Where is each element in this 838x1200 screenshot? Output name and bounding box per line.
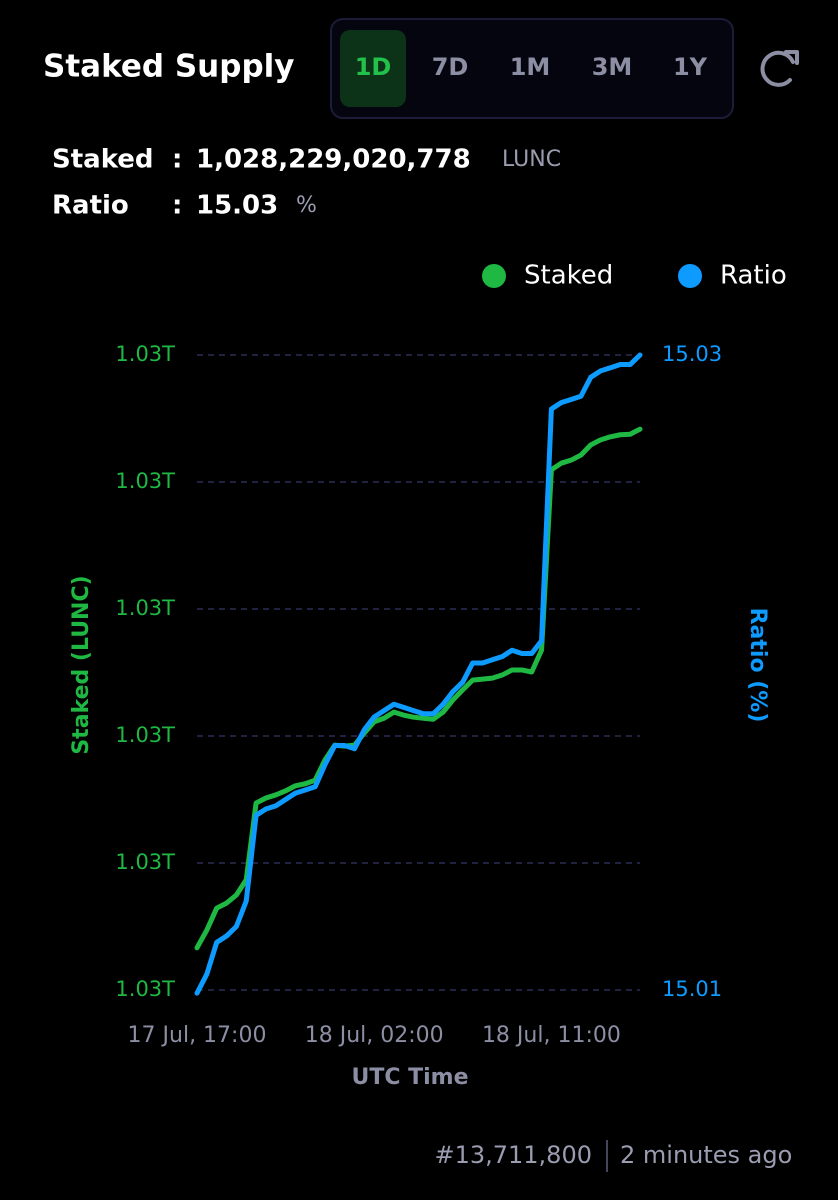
legend-item: Ratio [678, 261, 787, 291]
refresh-icon [760, 50, 795, 87]
x-tick-label: 18 Jul, 11:00 [482, 1023, 621, 1048]
y2-tick-label: 15.03 [662, 342, 722, 366]
x-tick-label: 18 Jul, 02:00 [305, 1023, 444, 1048]
tab[interactable]: 7D [432, 53, 469, 81]
y-tick-label: 1.03T [115, 850, 175, 874]
tab-label: 1D [355, 53, 392, 81]
y-tick-label: 1.03T [115, 723, 175, 747]
y-axis-title: Staked (LUNC) [69, 575, 94, 754]
stat-sep: : [172, 145, 182, 175]
legend-swatch [482, 264, 506, 288]
tab-active-bg [340, 30, 406, 107]
y-tick-label: 1.03T [115, 977, 175, 1001]
refresh-button[interactable] [760, 50, 799, 87]
tab-label: 7D [432, 53, 469, 81]
tab[interactable]: 1D [340, 30, 406, 107]
data-line [194, 352, 643, 996]
x-tick-label: 17 Jul, 17:00 [128, 1023, 267, 1048]
y-tick-label: 1.03T [115, 342, 175, 366]
stat-label: Ratio [52, 191, 129, 221]
x-axis-title: UTC Time [351, 1065, 468, 1090]
legend-label: Staked [524, 261, 613, 291]
stat-value: 1,028,229,020,778 [196, 145, 471, 175]
stat-label: Staked [52, 145, 154, 175]
tab-group [330, 18, 734, 119]
tab[interactable]: 1Y [673, 53, 708, 81]
stat-unit: % [296, 193, 317, 218]
legend-label: Ratio [720, 261, 787, 291]
updated-time: 2 minutes ago [620, 1141, 792, 1169]
refresh-arrow [784, 50, 799, 65]
y2-tick-label: 15.01 [662, 977, 722, 1001]
y-tick-label: 1.03T [115, 596, 175, 620]
data-line [194, 426, 643, 951]
stat-unit: LUNC [502, 147, 561, 172]
legend-swatch [678, 264, 702, 288]
legend-item: Staked [482, 261, 613, 291]
block-height: #13,711,800 [434, 1141, 592, 1169]
tab-label: 3M [592, 53, 633, 81]
stat-value: 15.03 [196, 191, 278, 221]
panel-title: Staked Supply [43, 49, 294, 85]
tab[interactable]: 3M [592, 53, 633, 81]
stat-sep: : [172, 191, 182, 221]
tab[interactable]: 1M [510, 53, 551, 81]
tab-label: 1Y [673, 53, 708, 81]
y2-axis-title: Ratio (%) [745, 608, 770, 723]
y-tick-label: 1.03T [115, 469, 175, 493]
tab-label: 1M [510, 53, 551, 81]
